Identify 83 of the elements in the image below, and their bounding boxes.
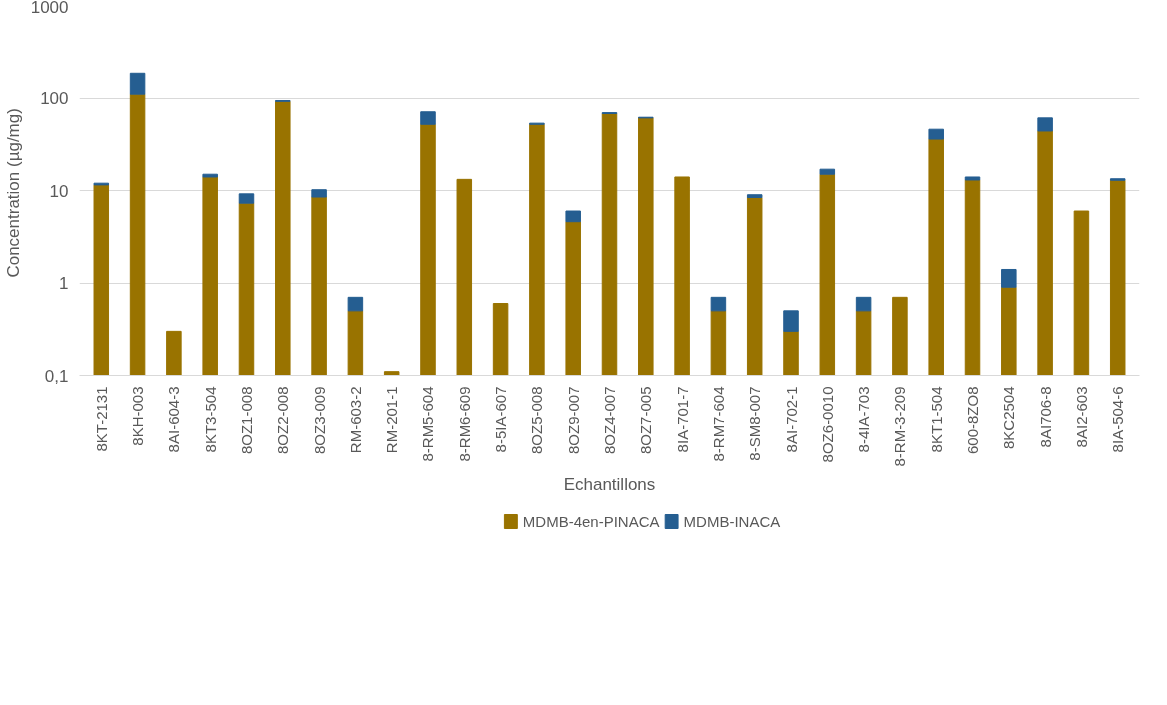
x-tick-label: 8OZ3-009 — [310, 386, 328, 455]
bar — [928, 128, 944, 140]
legend-label: MDMB-INACA — [683, 513, 781, 530]
x-tick-label: 8AI706-8 — [1036, 386, 1054, 448]
bar — [565, 210, 581, 223]
y-tick-label: 10 — [49, 181, 69, 201]
x-tick-label: 8-SM8-007 — [746, 386, 764, 461]
legend-label: MDMB-4en-PINACA — [522, 513, 660, 530]
x-tick-label: RM-201-1 — [383, 386, 401, 454]
bar — [783, 330, 799, 376]
bar — [311, 189, 327, 198]
bar — [311, 196, 327, 376]
bar — [819, 173, 836, 376]
bar — [202, 173, 218, 178]
bar — [202, 176, 218, 376]
bar — [347, 296, 364, 312]
x-tick-label: 8OZ6-0010 — [818, 386, 836, 463]
bar — [783, 310, 799, 332]
bar — [1073, 210, 1090, 376]
bar — [383, 371, 400, 376]
x-tick-label: 8-4IA-703 — [855, 386, 873, 453]
bar — [1109, 179, 1126, 376]
x-axis-title: Echantillons — [563, 474, 656, 494]
y-axis-title: Concentration (µg/mg) — [3, 108, 23, 278]
x-tick-label: 8-RM-3-209 — [891, 386, 909, 467]
bar — [347, 310, 364, 376]
x-tick-label: 8KT-2131 — [92, 386, 110, 452]
bar — [928, 138, 944, 376]
bar — [674, 176, 690, 376]
x-tick-label: 8OZ9-007 — [564, 386, 582, 455]
x-tick-label: 8-RM6-609 — [455, 386, 473, 462]
x-tick-label: 600-8ZO8 — [964, 386, 982, 455]
x-tick-label: 8OZ2-008 — [274, 386, 292, 455]
x-tick-label: 8OZ7-005 — [637, 386, 655, 455]
x-tick-label: 8KH-003 — [129, 386, 147, 446]
bar — [601, 112, 618, 376]
x-tick-label: 8-RM5-604 — [419, 386, 437, 462]
x-tick-label: 8-5IA-607 — [492, 386, 510, 453]
bar — [420, 111, 436, 125]
bar — [529, 123, 545, 376]
bar — [565, 221, 581, 376]
bar — [964, 179, 981, 376]
bar — [638, 117, 654, 376]
bar — [1037, 117, 1053, 132]
y-tick-label: 100 — [40, 89, 69, 108]
y-tick-label: 1000 — [30, 0, 69, 17]
bar — [746, 197, 763, 376]
bar — [93, 184, 110, 376]
bar — [819, 168, 836, 175]
x-tick-label: 8KC2504 — [1000, 386, 1018, 450]
bar — [964, 176, 981, 181]
x-tick-label: 8OZ5-008 — [528, 386, 546, 455]
bar — [492, 303, 509, 376]
bar — [456, 178, 473, 376]
bar — [238, 193, 255, 204]
x-tick-label: 8KT3-504 — [201, 386, 219, 453]
x-tick-label: 8-RM7-604 — [709, 386, 727, 462]
x-tick-label: 8AI-702-1 — [782, 386, 800, 453]
y-tick-label: 0,1 — [44, 366, 69, 386]
x-tick-label: 8OZ4-007 — [601, 386, 618, 455]
bar — [710, 296, 727, 312]
bar — [746, 194, 763, 198]
x-tick-label: 8AI2-603 — [1072, 386, 1090, 448]
x-tick-label: 8OZ1-008 — [237, 386, 255, 455]
bar — [129, 93, 146, 376]
bar — [129, 72, 146, 95]
x-tick-label: 8KT1-504 — [927, 386, 945, 453]
bar — [166, 330, 182, 376]
x-tick-label: 8IA-701-7 — [673, 386, 691, 453]
bar — [238, 202, 255, 376]
x-tick-label: 8AI-604-3 — [165, 386, 183, 453]
x-tick-label: 8IA-504-6 — [1109, 386, 1127, 453]
x-tick-label: RM-603-2 — [346, 386, 364, 454]
bar — [1001, 268, 1017, 288]
bar — [1001, 286, 1017, 376]
y-tick-label: 1 — [59, 274, 69, 293]
bar — [892, 296, 908, 376]
bar — [420, 123, 436, 376]
bar — [855, 296, 872, 312]
bar — [855, 310, 872, 376]
bar — [275, 100, 291, 376]
bar — [710, 310, 727, 376]
bar — [1037, 130, 1053, 376]
